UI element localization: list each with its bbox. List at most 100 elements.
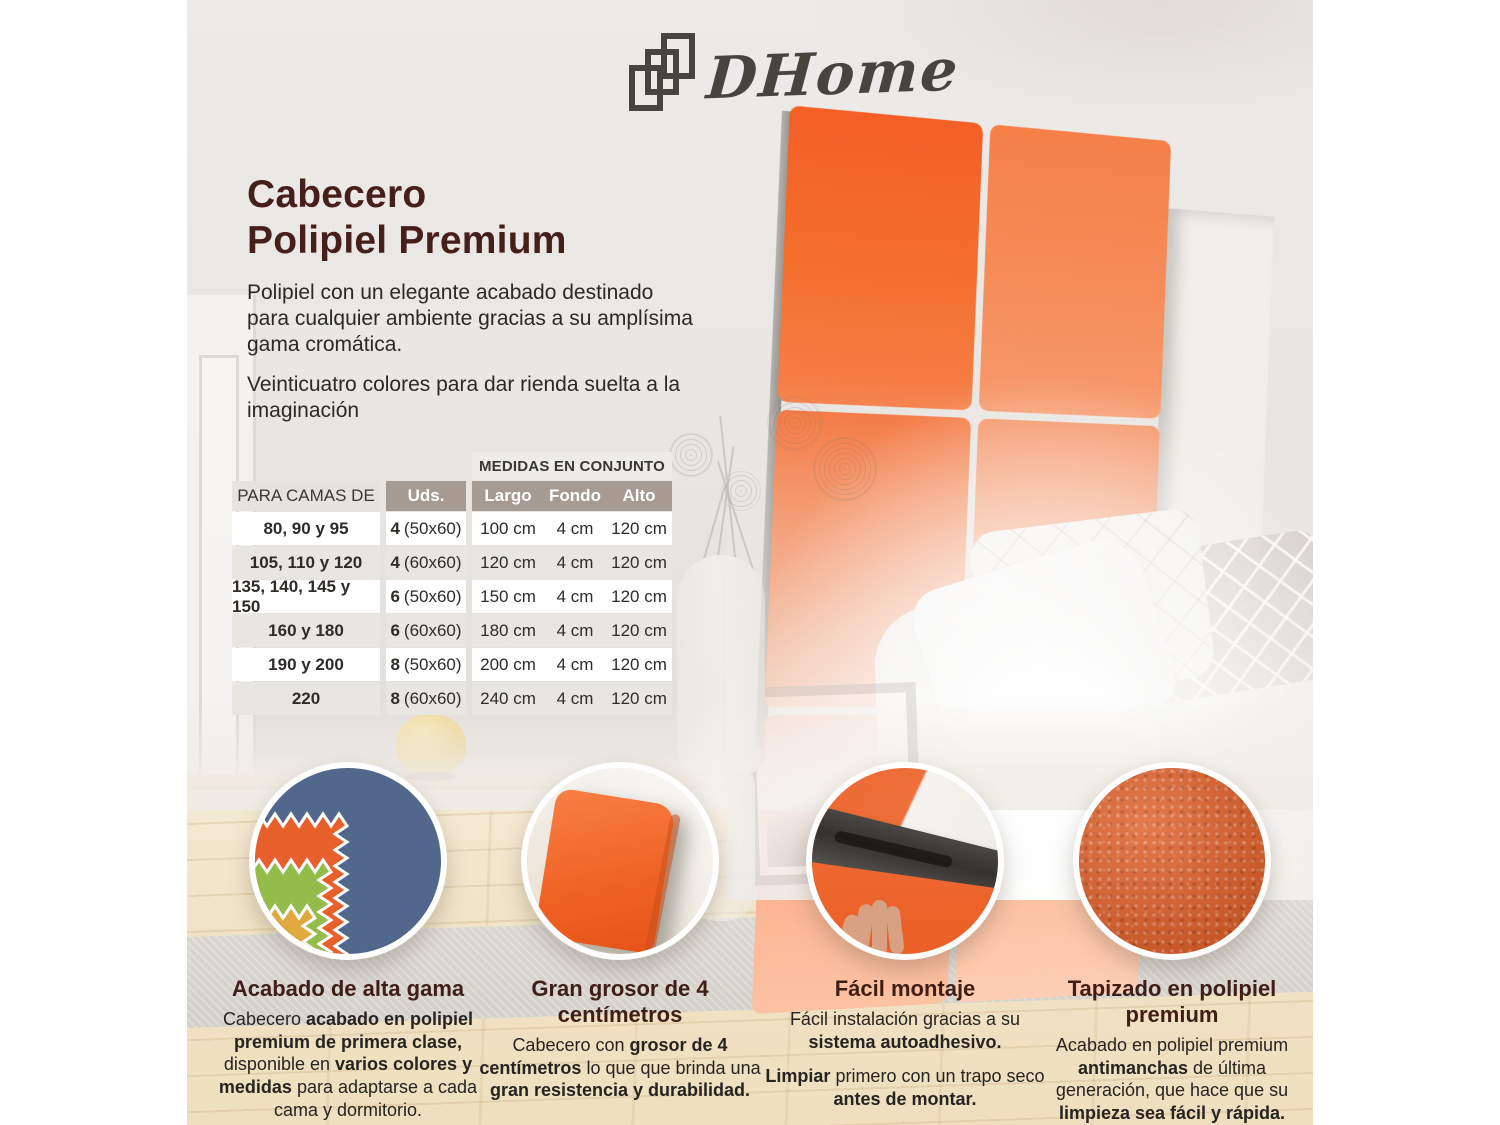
column-header-alto: Alto [622,486,656,505]
orange-panel [777,105,984,411]
cell-alto: 120 cm [611,586,667,606]
table-header-row: PARA CAMAS DE Uds. Largo Fondo Alto [232,481,674,511]
cell-measures: 180 cm 4 cm 120 cm [472,614,672,647]
cell-measures: 120 cm 4 cm 120 cm [472,546,672,579]
feature-thickness: Gran grosor de 4 centímetros Cabecero co… [479,762,761,1114]
table-row: 160 y 180 6 (60x60) 180 cm 4 cm 120 cm [232,614,674,647]
overlapping-frames-icon [629,33,695,111]
cell-fondo: 4 cm [556,654,594,674]
intro-copy: Polipiel con un elegante acabado destina… [247,280,697,438]
cell-fondo: 4 cm [556,688,594,708]
feature-body: Acabado en polipiel premium antimanchas … [1055,1035,1289,1124]
feature-finish: Acabado de alta gama Cabecero acabado en… [207,762,489,1125]
column-header-measures: Largo Fondo Alto [472,481,672,511]
cell-largo: 240 cm [480,688,536,708]
orange-panel [978,124,1172,419]
feature-upholstery: Tapizado en polipiel premium Acabado en … [1031,762,1313,1125]
intro-paragraph-2: Veinticuatro colores para dar rienda sue… [247,373,681,423]
cell-alto: 120 cm [611,688,667,708]
cell-fondo: 4 cm [556,620,594,640]
page-title: Cabecero Polipiel Premium [247,172,567,263]
white-vase [677,555,765,775]
cell-measures: 200 cm 4 cm 120 cm [472,648,672,681]
cell-measures: 150 cm 4 cm 120 cm [472,580,672,613]
cell-units: 6 (50x60) [386,580,466,613]
cell-units: 4 (50x60) [386,512,466,545]
cell-fondo: 4 cm [556,552,594,572]
cell-beds: 190 y 200 [232,648,380,681]
column-header-beds: PARA CAMAS DE [232,481,380,511]
intro-paragraph-1: Polipiel con un elegante acabado destina… [247,281,693,357]
cell-beds: 160 y 180 [232,614,380,647]
column-header-fondo: Fondo [549,486,601,505]
units-count: 8 [390,688,400,708]
cell-units: 8 (60x60) [386,682,466,715]
dandelion-head [767,395,823,451]
units-size: (60x60) [403,688,462,708]
leather-texture-image [1073,762,1271,960]
table-group-header: MEDIDAS EN CONJUNTO [472,452,672,480]
cell-largo: 180 cm [480,620,536,640]
cell-fondo: 4 cm [556,586,594,606]
units-count: 6 [390,586,400,606]
units-size: (60x60) [403,552,462,572]
table-row: 135, 140, 145 y 150 6 (50x60) 150 cm 4 cm 1… [232,577,674,616]
column-header-units: Uds. [386,481,466,511]
units-count: 4 [390,518,400,538]
orange-leather-texture [1079,768,1265,954]
feature-body: Cabecero acabado en polipiel premium de … [218,1009,478,1120]
feature-body: Cabecero con grosor de 4 centímetros lo … [479,1035,761,1101]
units-size: (60x60) [403,620,462,640]
title-line-2: Polipiel Premium [247,218,567,262]
table-row: 80, 90 y 95 4 (50x60) 100 cm 4 cm 120 cm [232,512,674,545]
adhesive-mounting-image [806,762,1004,960]
dandelion-head [721,471,761,511]
cell-beds: 80, 90 y 95 [232,512,380,545]
cell-largo: 200 cm [480,654,536,674]
units-count: 8 [390,654,400,674]
cell-alto: 120 cm [611,654,667,674]
product-infographic: DHome Cabecero Polipiel Premium Polipiel… [187,0,1313,1125]
cell-units: 4 (60x60) [386,546,466,579]
units-size: (50x60) [403,654,462,674]
sizes-table: MEDIDAS EN CONJUNTO PARA CAMAS DE Uds. L… [232,452,674,715]
table-row: 190 y 200 8 (50x60) 200 cm 4 cm 120 cm [232,648,674,681]
cell-alto: 120 cm [611,518,667,538]
panel-thickness-image [521,762,719,960]
column-header-largo: Largo [484,486,532,505]
brand-name: DHome [704,35,962,113]
fabric-swatches-image [249,762,447,960]
units-size: (50x60) [403,586,462,606]
dandelion-head [813,437,877,501]
cell-measures: 240 cm 4 cm 120 cm [472,682,672,715]
cell-measures: 100 cm 4 cm 120 cm [472,512,672,545]
units-count: 4 [390,552,400,572]
cell-beds: 135, 140, 145 y 150 [232,577,380,616]
title-line-1: Cabecero [247,173,427,216]
thick-orange-panel [534,787,676,954]
wall-smudge [806,0,1313,130]
cell-beds: 105, 110 y 120 [232,546,380,579]
cell-largo: 100 cm [480,518,536,538]
feature-title: Fácil montaje [834,976,976,1001]
table-row: 105, 110 y 120 4 (60x60) 120 cm 4 cm 120 cm [232,546,674,579]
feature-title: Acabado de alta gama [231,976,465,1001]
cell-units: 8 (50x60) [386,648,466,681]
fabric-swatches-art [255,768,441,954]
cell-fondo: 4 cm [556,518,594,538]
cell-alto: 120 cm [611,620,667,640]
units-count: 6 [390,620,400,640]
brand-logo: DHome [627,28,962,120]
feature-body: Fácil instalación gracias a su sistema a… [765,1009,1045,1110]
feature-mounting: Fácil montaje Fácil instalación gracias … [764,762,1046,1123]
feature-title: Gran grosor de 4 centímetros [531,976,709,1027]
cell-alto: 120 cm [611,552,667,572]
cell-units: 6 (60x60) [386,614,466,647]
dandelion-head [669,433,713,477]
table-row: 220 8 (60x60) 240 cm 4 cm 120 cm [232,682,674,715]
cell-largo: 120 cm [480,552,536,572]
hand [833,896,910,954]
cell-largo: 150 cm [480,586,536,606]
feature-title: Tapizado en polipiel premium [1067,976,1277,1027]
